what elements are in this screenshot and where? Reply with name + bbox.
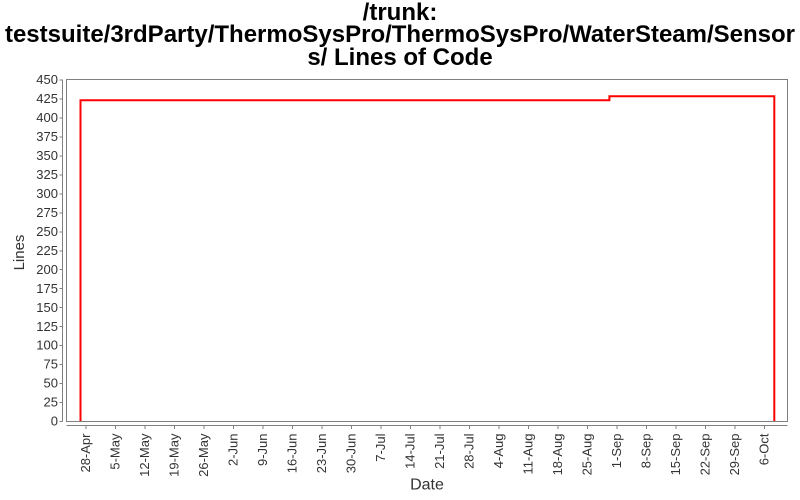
svg-text:450: 450 [36,72,58,87]
svg-text:28-Jul: 28-Jul [461,433,476,469]
svg-text:2-Jun: 2-Jun [225,434,240,467]
svg-text:75: 75 [44,357,58,372]
svg-text:28-Apr: 28-Apr [78,433,93,473]
svg-text:225: 225 [36,243,58,258]
svg-text:175: 175 [36,281,58,296]
svg-text:21-Jul: 21-Jul [432,433,447,469]
svg-text:100: 100 [36,338,58,353]
svg-text:12-May: 12-May [137,433,152,477]
svg-text:23-Jun: 23-Jun [314,434,329,474]
svg-text:15-Sep: 15-Sep [668,434,683,476]
svg-text:400: 400 [36,110,58,125]
svg-text:425: 425 [36,91,58,106]
svg-text:375: 375 [36,129,58,144]
svg-text:50: 50 [44,376,58,391]
svg-text:11-Aug: 11-Aug [520,434,535,475]
svg-text:125: 125 [36,319,58,334]
svg-text:22-Sep: 22-Sep [697,434,712,476]
svg-text:150: 150 [36,300,58,315]
svg-text:29-Sep: 29-Sep [727,434,742,476]
svg-text:25-Aug: 25-Aug [579,434,594,476]
svg-text:200: 200 [36,262,58,277]
svg-text:0: 0 [51,414,58,429]
svg-text:26-May: 26-May [196,433,211,477]
svg-text:275: 275 [36,205,58,220]
svg-text:19-May: 19-May [166,433,181,477]
svg-text:6-Oct: 6-Oct [756,433,771,465]
svg-text:250: 250 [36,224,58,239]
svg-text:14-Jul: 14-Jul [402,433,417,469]
svg-text:300: 300 [36,186,58,201]
svg-text:4-Aug: 4-Aug [491,434,506,469]
svg-text:Lines: Lines [11,235,28,271]
svg-text:30-Jun: 30-Jun [343,434,358,474]
svg-text:18-Aug: 18-Aug [550,434,565,476]
svg-text:25: 25 [44,395,58,410]
svg-text:7-Jul: 7-Jul [373,433,388,461]
svg-text:9-Jun: 9-Jun [255,434,270,467]
svg-text:1-Sep: 1-Sep [609,434,624,469]
svg-text:8-Sep: 8-Sep [638,434,653,469]
svg-text:16-Jun: 16-Jun [284,434,299,474]
svg-text:Date: Date [410,477,444,494]
svg-text:325: 325 [36,167,58,182]
svg-text:5-May: 5-May [107,433,122,470]
svg-text:350: 350 [36,148,58,163]
